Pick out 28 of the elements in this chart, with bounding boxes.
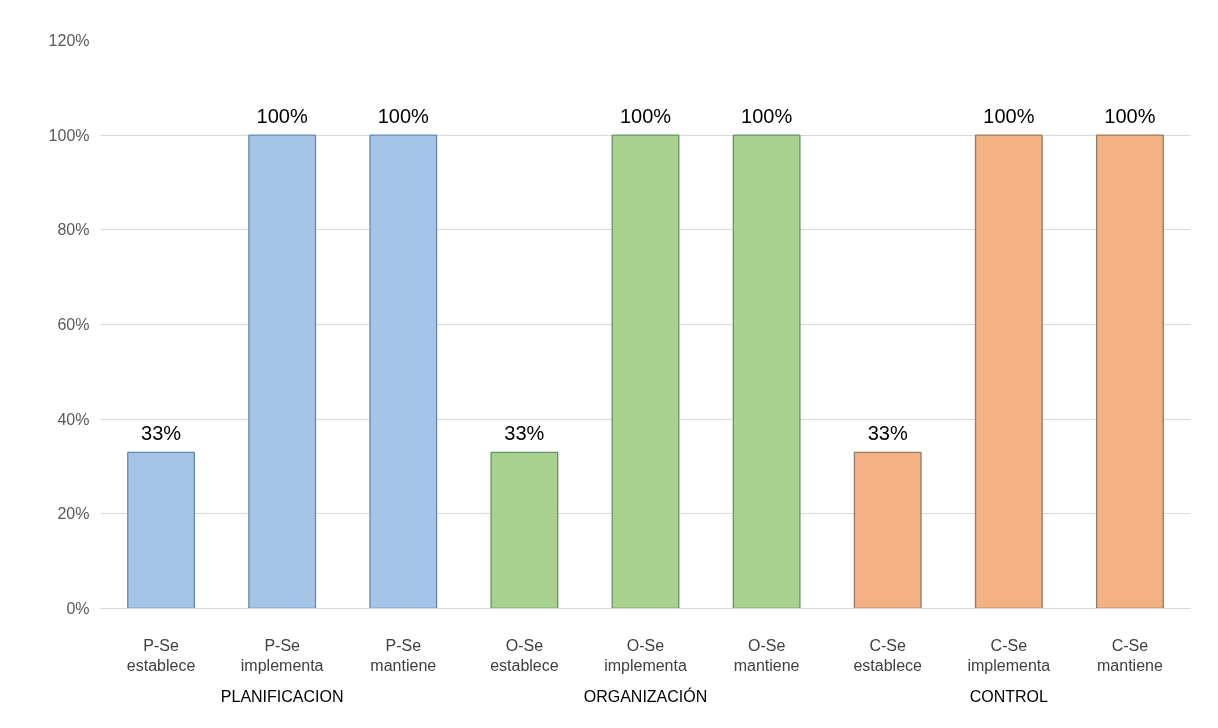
x-tick-label: P-Se mantiene xyxy=(370,636,437,674)
x-tick-label: C-Se establece xyxy=(853,636,923,674)
x-tick-label: C-Se mantiene xyxy=(1097,636,1163,674)
y-tick-label: 40% xyxy=(57,410,90,428)
data-label: 100% xyxy=(619,105,672,128)
data-label: 33% xyxy=(141,422,182,445)
text: ORGANIZACIÓN xyxy=(583,686,708,705)
y-tick-label: 0% xyxy=(66,600,90,617)
y-tick-label: 120% xyxy=(48,32,90,49)
data-label: 100% xyxy=(741,105,793,128)
data-label: 33% xyxy=(867,422,908,445)
text: CONTROL xyxy=(969,687,1049,705)
data-label: 33% xyxy=(504,422,545,445)
x-tick-label: P-Se establece xyxy=(126,636,196,674)
y-tick-label: 100% xyxy=(48,126,90,144)
text: PLANIFICACION xyxy=(220,687,344,705)
x-tick-label: C-Se implementa xyxy=(967,636,1051,674)
x-tick-label: O-Se implementa xyxy=(604,636,687,674)
y-tick-label: 80% xyxy=(57,221,90,239)
data-label: 100% xyxy=(377,105,430,128)
y-tick-label: 20% xyxy=(57,505,90,523)
x-tick-label: O-Se establece xyxy=(490,636,559,674)
x-tick-label: P-Se implementa xyxy=(240,636,324,674)
data-label: 100% xyxy=(1104,105,1156,128)
x-tick-label: O-Se mantiene xyxy=(733,636,800,674)
y-tick-label: 60% xyxy=(57,316,90,333)
data-label: 100% xyxy=(983,105,1035,128)
data-label: 100% xyxy=(256,105,308,128)
